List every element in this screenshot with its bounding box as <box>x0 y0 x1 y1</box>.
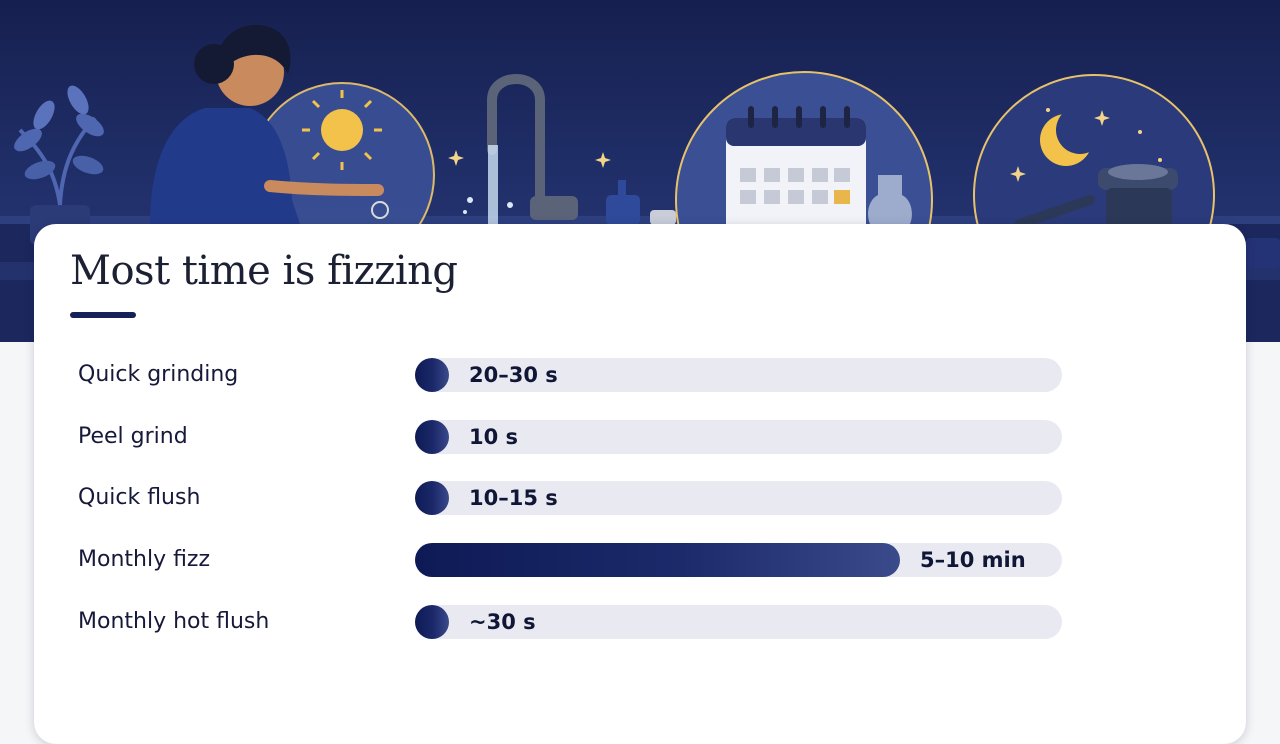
bar-track <box>415 543 1062 577</box>
bar <box>415 358 449 392</box>
bar <box>415 481 449 515</box>
plant-icon <box>14 85 104 245</box>
faucet-icon <box>463 74 578 225</box>
title-underline <box>70 312 136 318</box>
bar-track <box>415 358 1062 392</box>
disposal-unit-icon <box>1015 164 1178 229</box>
chart-title: Most time is fizzing <box>70 248 458 294</box>
value-label: ~30 s <box>469 610 536 634</box>
value-label: 5–10 min <box>920 548 1026 572</box>
category-label: Peel grind <box>78 424 188 449</box>
category-label: Monthly hot flush <box>78 609 270 634</box>
value-label: 20–30 s <box>469 363 558 387</box>
bar-track <box>415 420 1062 454</box>
bar <box>415 420 449 454</box>
category-label: Quick flush <box>78 485 201 510</box>
category-label: Monthly fizz <box>78 547 211 572</box>
value-label: 10–15 s <box>469 486 558 510</box>
bar <box>415 605 449 639</box>
person-washing-icon <box>150 24 389 224</box>
category-label: Quick grinding <box>78 362 239 387</box>
bar-track <box>415 481 1062 515</box>
value-label: 10 s <box>469 425 519 449</box>
bar-track <box>415 605 1062 639</box>
bar <box>415 543 900 577</box>
